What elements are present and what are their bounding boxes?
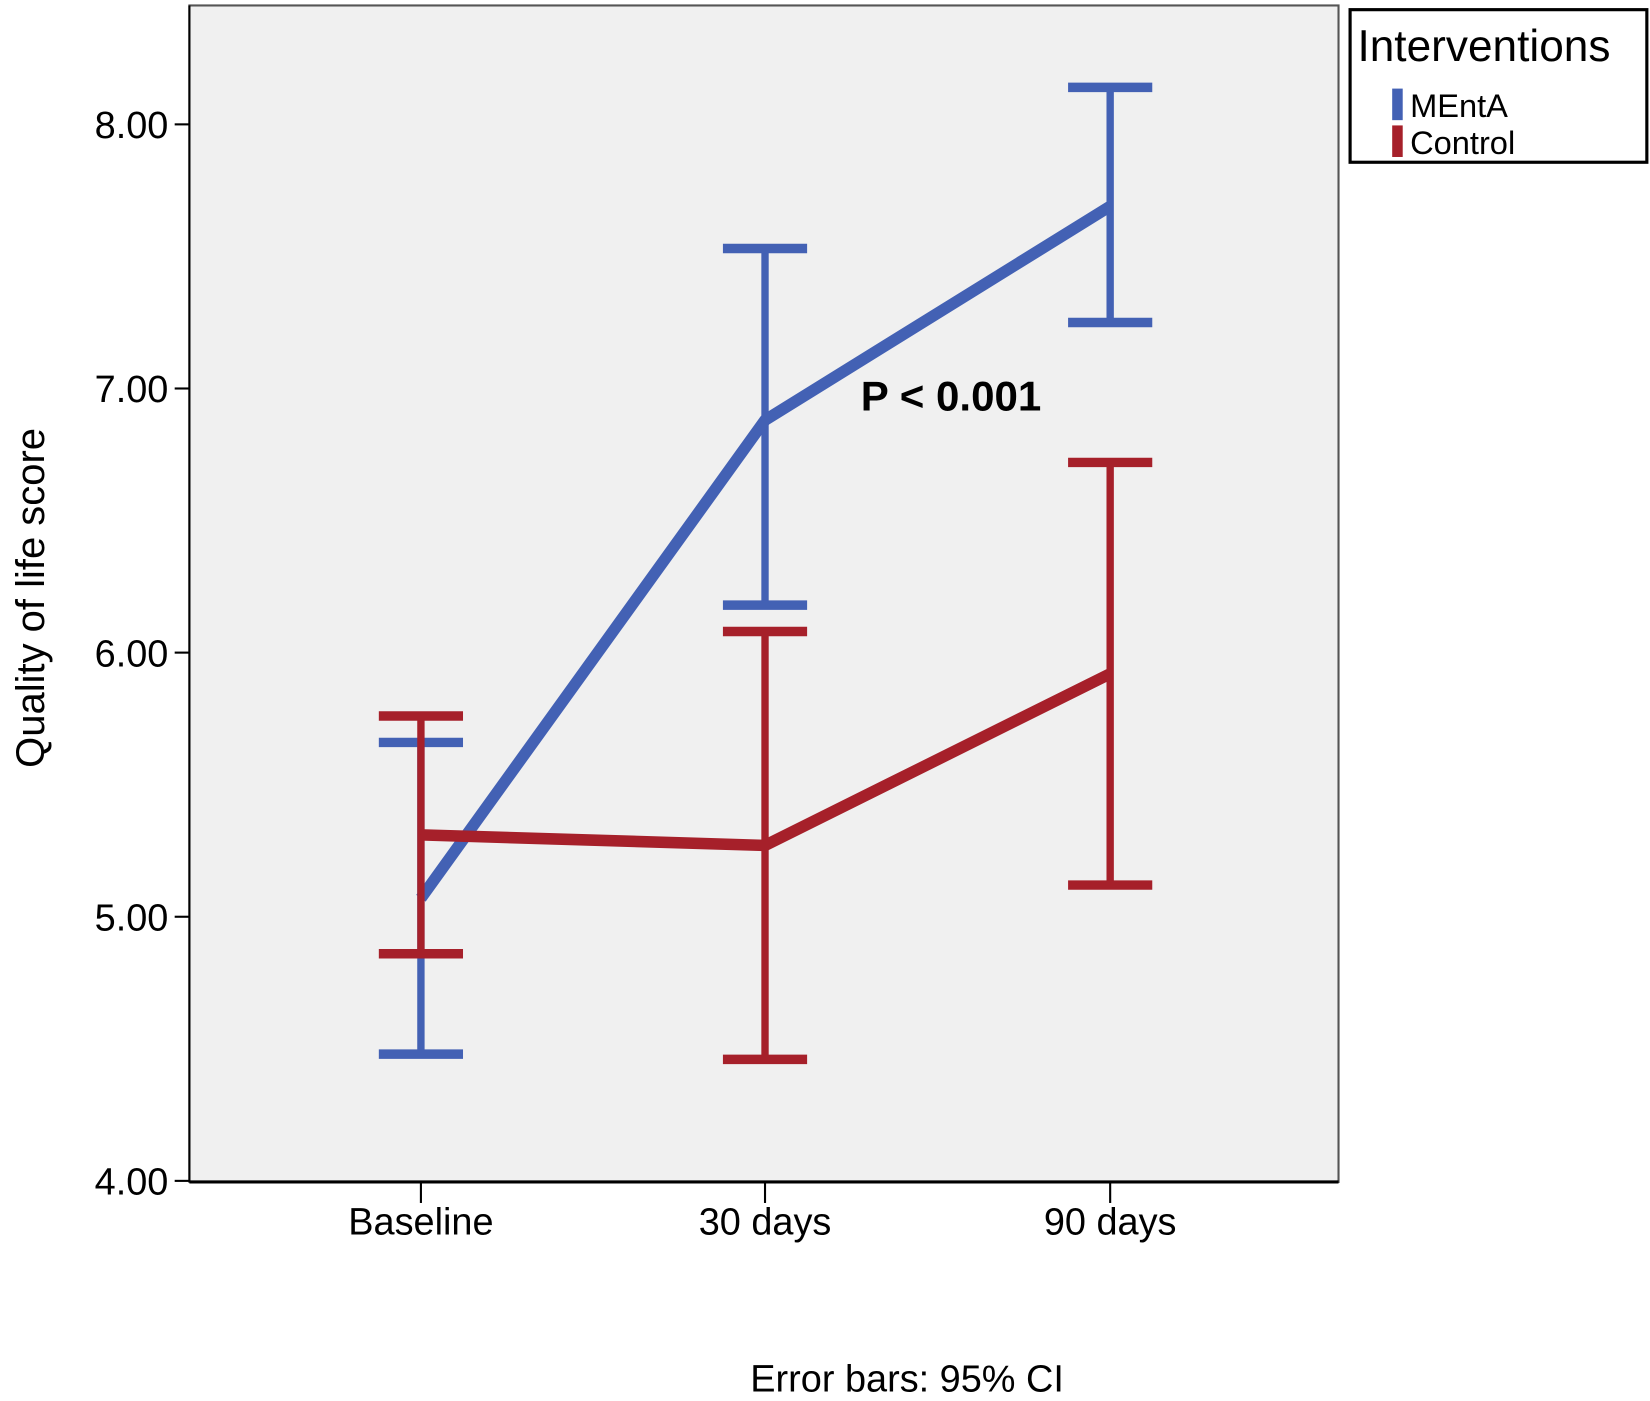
legend-swatch [1392,125,1403,157]
y-tick-label: 6.00 [95,633,169,675]
x-tick-label: 30 days [699,1202,832,1244]
legend-label: Control [1410,124,1515,161]
y-tick-label: 7.00 [95,369,169,411]
footnote: Error bars: 95% CI [750,1358,1064,1400]
x-tick-label: Baseline [348,1202,493,1244]
annotation-p-value: P < 0.001 [861,373,1042,420]
series-control [378,457,1153,1065]
y-tick-label: 5.00 [95,897,169,939]
y-tick-label: 8.00 [95,105,169,147]
legend-swatch [1392,88,1403,121]
y-tick-label: 4.00 [95,1162,169,1204]
y-axis-label: Quality of life score [9,428,53,768]
legend-label: MEntA [1410,87,1508,124]
x-tick-label: 90 days [1044,1202,1177,1244]
legend-title: Interventions [1357,22,1610,71]
